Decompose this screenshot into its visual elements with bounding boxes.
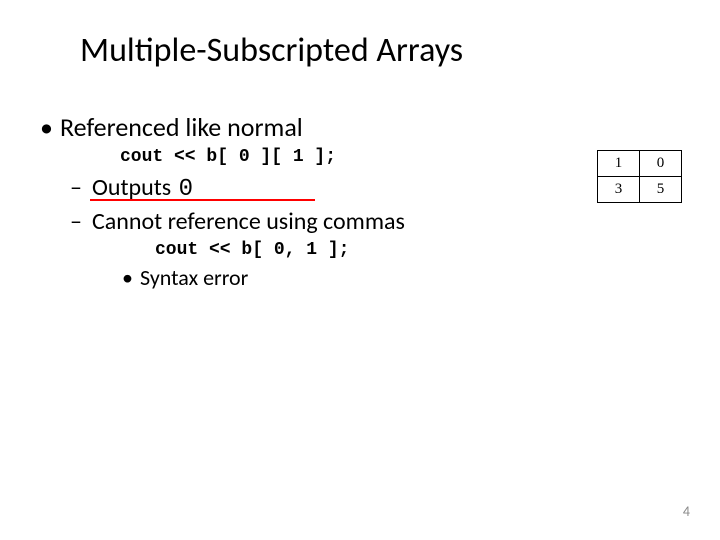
table-cell: 3 [598,177,640,203]
code-line-1: cout << b[ 0 ][ 1 ]; [120,147,680,167]
dash-icon: – [70,207,92,236]
slide-title: Multiple-Subscripted Arrays [80,30,680,71]
table-row: 3 5 [598,177,682,203]
dash-icon: – [70,173,92,202]
bullet-icon: • [40,111,60,143]
table-cell: 5 [640,177,682,203]
array-table: 1 0 3 5 [597,150,682,203]
table-row: 1 0 [598,151,682,177]
table-cell: 0 [640,151,682,177]
bullet2a-prefix: Outputs [92,173,177,202]
page-number: 4 [683,503,690,520]
bullet-level1: • Referenced like normal [40,111,680,143]
bullet2b-text: Cannot reference using commas [92,207,405,236]
bullet-icon: • [122,264,140,291]
table-cell: 1 [598,151,640,177]
red-underline [90,199,315,201]
content-area: • Referenced like normal cout << b[ 0 ][… [40,111,680,291]
slide-container: Multiple-Subscripted Arrays • Referenced… [0,0,720,540]
bullet3-text: Syntax error [140,264,248,291]
bullet-level3: • Syntax error [122,264,680,291]
bullet1-text: Referenced like normal [60,111,303,143]
bullet-level2-commas: – Cannot reference using commas [70,207,680,236]
code-line-2: cout << b[ 0, 1 ]; [155,240,680,260]
